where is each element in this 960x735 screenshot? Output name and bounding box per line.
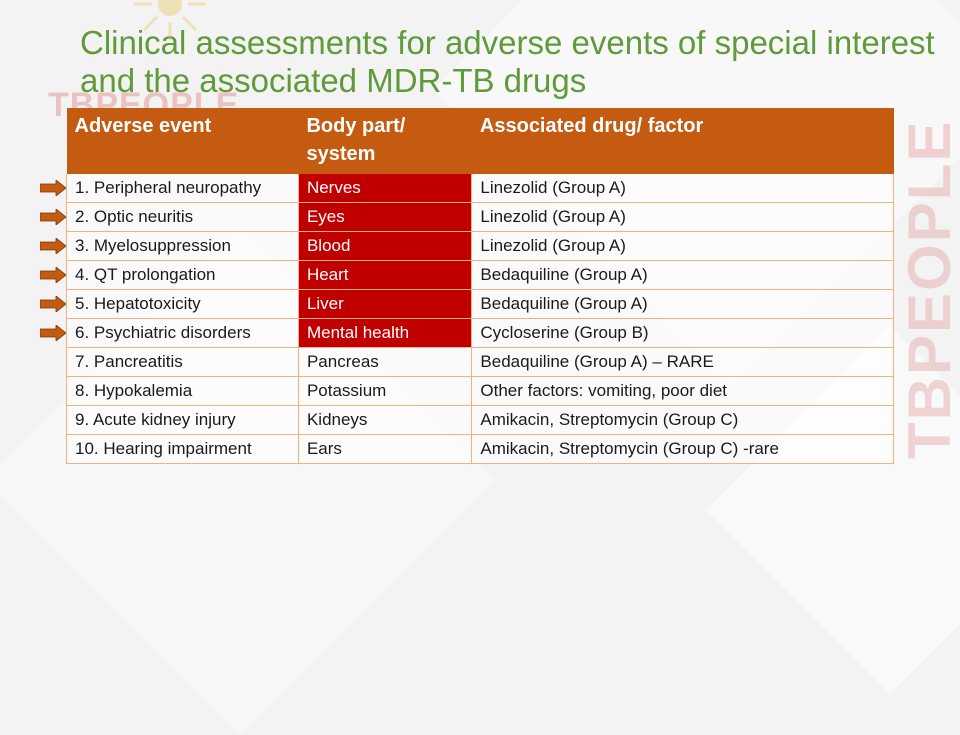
header-associated-drug: Associated drug/ factor xyxy=(471,108,894,174)
table-row: 6. Psychiatric disorders Mental health Cyc… xyxy=(66,318,894,348)
associated-drug-cell: Other factors: vomiting, poor diet xyxy=(471,376,894,406)
adverse-event-cell: 10. Hearing impairment xyxy=(66,434,299,464)
table-row: 1. Peripheral neuropathy Nerves Linezolid … xyxy=(66,174,894,203)
watermark-text: TBPEOPLE xyxy=(896,120,960,460)
table-row: 3. Myelosuppression Blood Linezolid (Group… xyxy=(66,231,894,261)
adverse-event-cell: 8. Hypokalemia xyxy=(66,376,299,406)
associated-drug-cell: Cycloserine (Group B) xyxy=(471,318,894,348)
associated-drug-cell: Linezolid (Group A) xyxy=(471,202,894,232)
arrow-icon xyxy=(40,238,66,254)
body-part-cell: Kidneys xyxy=(297,405,473,435)
associated-drug-cell: Amikacin, Streptomycin (Group C) xyxy=(471,405,894,435)
adverse-event-cell: 9. Acute kidney injury xyxy=(66,405,299,435)
table-row: 8. Hypokalemia Potassium Other factors: vo… xyxy=(66,376,894,406)
table-header-row: Adverse event Body part/ system Associat… xyxy=(66,108,894,174)
associated-drug-cell: Amikacin, Streptomycin (Group C) -rare xyxy=(471,434,894,464)
body-part-cell: Mental health xyxy=(297,318,473,348)
header-adverse-event: Adverse event xyxy=(66,108,299,174)
sun-logo-icon xyxy=(134,0,206,40)
body-part-cell: Potassium xyxy=(297,376,473,406)
body-part-cell: Pancreas xyxy=(297,347,473,377)
adverse-event-cell: 6. Psychiatric disorders xyxy=(66,318,299,348)
arrow-icon xyxy=(40,296,66,312)
body-part-cell: Ears xyxy=(297,434,473,464)
adverse-events-table: Adverse event Body part/ system Associat… xyxy=(66,108,894,464)
arrow-icon xyxy=(40,209,66,225)
adverse-event-cell: 2. Optic neuritis xyxy=(66,202,299,232)
body-part-cell: Heart xyxy=(297,260,473,290)
arrow-icon xyxy=(40,180,66,197)
adverse-event-cell: 5. Hepatotoxicity xyxy=(66,289,299,319)
body-part-cell: Eyes xyxy=(297,202,473,232)
table-row: 5. Hepatotoxicity Liver Bedaquiline (Group… xyxy=(66,289,894,319)
adverse-event-cell: 7. Pancreatitis xyxy=(66,347,299,377)
adverse-event-cell: 4. QT prolongation xyxy=(66,260,299,290)
table-row: 2. Optic neuritis Eyes Linezolid (Group A) xyxy=(66,202,894,232)
arrow-icon xyxy=(40,267,66,283)
table-row: 7. Pancreatitis Pancreas Bedaquiline (Grou… xyxy=(66,347,894,377)
associated-drug-cell: Bedaquiline (Group A) xyxy=(471,260,894,290)
body-part-cell: Liver xyxy=(297,289,473,319)
table-row: 9. Acute kidney injury Kidneys Amikacin, S… xyxy=(66,405,894,435)
adverse-event-cell: 1. Peripheral neuropathy xyxy=(66,174,299,203)
table-row: 10. Hearing impairment Ears Amikacin, Stre… xyxy=(66,434,894,464)
slide-title: Clinical assessments for adverse events … xyxy=(80,24,935,99)
header-body-part: Body part/ system xyxy=(298,108,472,174)
arrow-icon xyxy=(40,325,66,341)
associated-drug-cell: Linezolid (Group A) xyxy=(471,231,894,261)
associated-drug-cell: Bedaquiline (Group A) – RARE xyxy=(471,347,894,377)
associated-drug-cell: Linezolid (Group A) xyxy=(471,174,894,203)
body-part-cell: Nerves xyxy=(297,174,473,203)
body-part-cell: Blood xyxy=(297,231,473,261)
table-row: 4. QT prolongation Heart Bedaquiline (Grou… xyxy=(66,260,894,290)
adverse-event-cell: 3. Myelosuppression xyxy=(66,231,299,261)
associated-drug-cell: Bedaquiline (Group A) xyxy=(471,289,894,319)
table-body: 1. Peripheral neuropathy Nerves Linezolid … xyxy=(66,174,894,464)
